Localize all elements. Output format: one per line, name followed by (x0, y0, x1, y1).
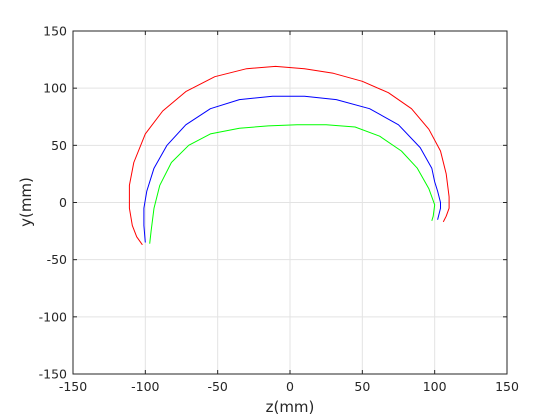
x-tick-label: -100 (131, 379, 159, 394)
y-tick-label: 0 (59, 195, 67, 210)
y-tick-label: 150 (43, 24, 67, 39)
series-line-3 (149, 124, 436, 244)
x-tick-label: 150 (495, 379, 519, 394)
y-tick-label: -50 (47, 252, 67, 267)
x-tick-label: 100 (423, 379, 447, 394)
y-tick-label: -100 (39, 309, 67, 324)
tick-labels: -150 -100 -50 0 50 100 150 -150 -100 -50 0 50 100 150 (39, 24, 519, 395)
series-line-2 (143, 95, 441, 243)
y-tick-label: 50 (51, 138, 67, 153)
y-tick-label: -150 (39, 367, 67, 382)
y-tick-label: 100 (43, 81, 67, 96)
series-line-1 (128, 65, 450, 246)
x-axis-label: z(mm) (266, 398, 315, 416)
x-tick-label: -50 (207, 379, 227, 394)
tick-marks (72, 30, 508, 375)
series-layer (128, 65, 450, 246)
x-tick-label: -150 (59, 379, 87, 394)
x-tick-label: 50 (354, 379, 370, 394)
x-tick-label: 0 (286, 379, 294, 394)
y-axis-label: y(mm) (17, 177, 35, 227)
